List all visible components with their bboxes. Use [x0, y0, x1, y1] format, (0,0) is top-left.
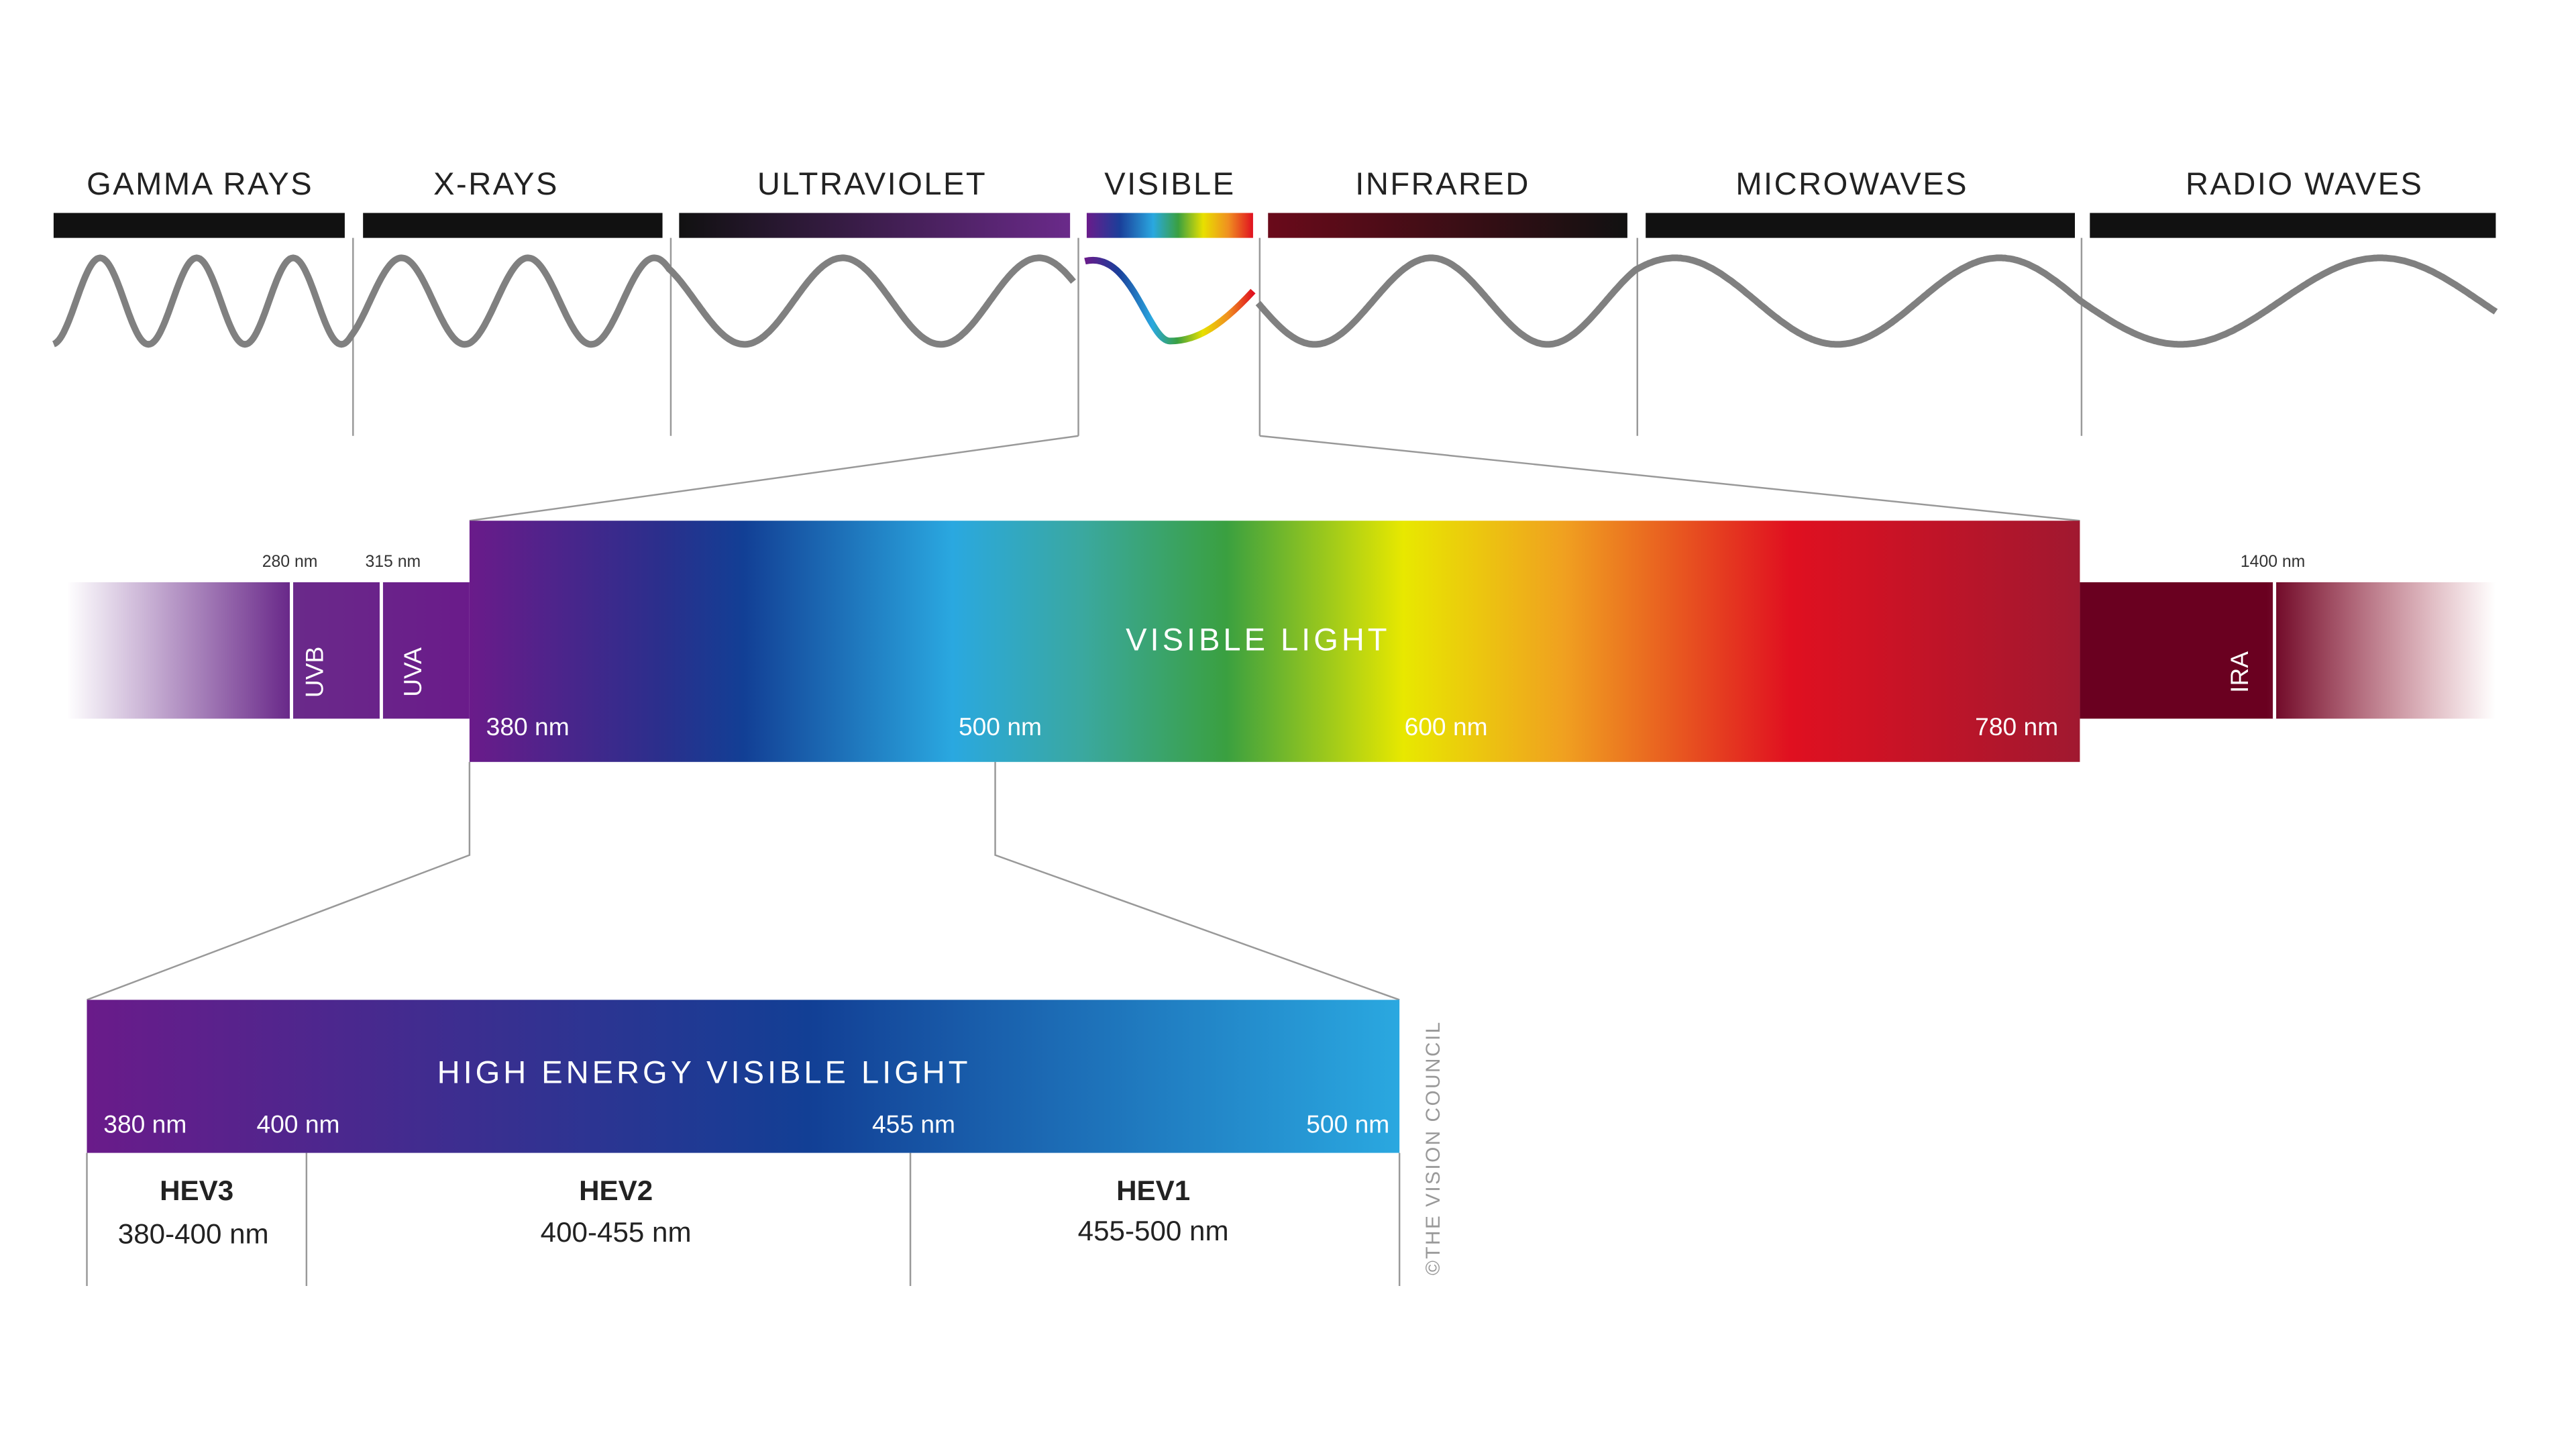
hev-group-range: 380-400 nm [118, 1218, 269, 1250]
visible-tick: 780 nm [1975, 712, 2058, 741]
band-bar [1086, 213, 1253, 238]
band-label: GAMMA RAYS [87, 166, 313, 201]
band-bar [2090, 213, 2496, 238]
region-label: UVA [398, 647, 427, 697]
uv-strip [66, 582, 470, 719]
ir-strip [2080, 582, 2496, 719]
hev-title: HIGH ENERGY VISIBLE LIGHT [437, 1054, 971, 1089]
visible-bar [469, 521, 2080, 762]
ir-mark: 1400 nm [2241, 553, 2305, 571]
hev-tick: 455 nm [872, 1110, 955, 1138]
visible-wave [1084, 256, 1256, 345]
hev-tick: 400 nm [256, 1110, 339, 1138]
hev-group-name: HEV2 [579, 1175, 653, 1206]
band-bar [53, 213, 345, 238]
uv-mark: 280 nm [262, 553, 318, 571]
hev-group-name: HEV1 [1116, 1175, 1190, 1206]
band-label: MICROWAVES [1735, 166, 1968, 201]
uv-mark: 315 nm [365, 553, 421, 571]
band-label: ULTRAVIOLET [757, 166, 987, 201]
band-bar [1646, 213, 2075, 238]
visible-tick: 380 nm [486, 712, 570, 741]
band-label: X-RAYS [433, 166, 559, 201]
visible-title: VISIBLE LIGHT [1126, 622, 1390, 657]
region-label: UVB [301, 647, 329, 698]
region-label: IRA [2225, 651, 2253, 693]
band-bar [363, 213, 663, 238]
hev-group-name: HEV3 [160, 1175, 233, 1206]
wave [52, 254, 1076, 348]
hev-tick: 500 nm [1306, 1110, 1389, 1138]
wave [1255, 254, 2498, 348]
visible-tick: 600 nm [1405, 712, 1488, 741]
hev-group-range: 400-455 nm [541, 1216, 692, 1248]
separators [86, 237, 2083, 1286]
band-bar [679, 213, 1071, 238]
hev-bar [87, 1000, 1400, 1153]
band-label: VISIBLE [1104, 166, 1235, 201]
band-bar [1268, 213, 1627, 238]
band-label: INFRARED [1355, 166, 1530, 201]
hev-tick: 380 nm [103, 1110, 186, 1138]
credit: ©THE VISION COUNCIL [1422, 1020, 1444, 1275]
band-label: RADIO WAVES [2186, 166, 2423, 201]
visible-tick: 500 nm [959, 712, 1042, 741]
hev-group-range: 455-500 nm [1078, 1215, 1229, 1246]
